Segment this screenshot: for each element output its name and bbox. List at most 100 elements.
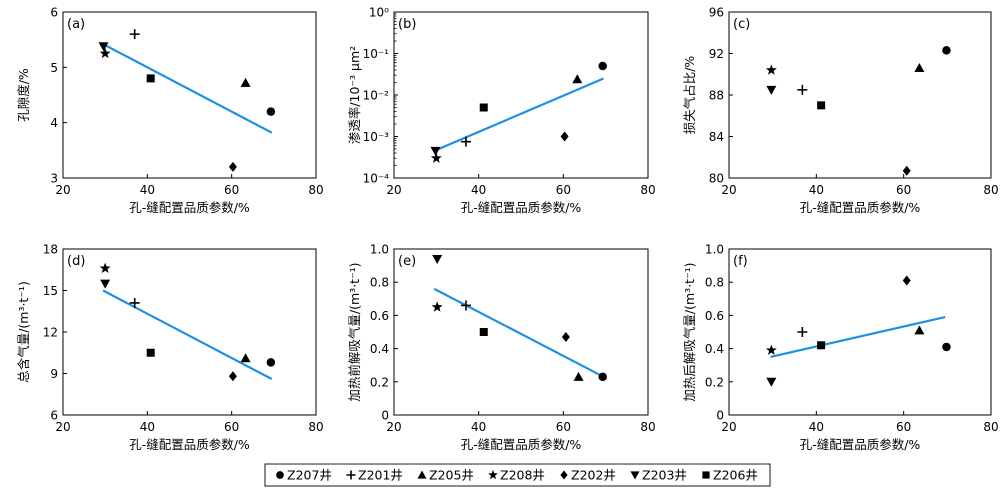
y-tick-label: 0.6 (705, 309, 724, 323)
y-tick-label: 88 (709, 89, 724, 103)
data-point-square (817, 101, 826, 110)
panel-label: (e) (398, 254, 416, 269)
legend-label: Z202井 (571, 468, 616, 483)
data-point-square (146, 348, 155, 357)
y-tick-label: 0.8 (370, 276, 389, 290)
legend-label: Z205井 (429, 468, 474, 483)
x-tick-label: 40 (471, 420, 486, 434)
data-point-diamond (560, 131, 569, 142)
legend-marker-triangle-up (417, 470, 427, 479)
panel-label: (d) (67, 254, 85, 269)
data-point-square (479, 328, 488, 336)
x-axis-label: 孔-缝配置品质参数/% (129, 200, 250, 215)
data-point-plus (129, 297, 140, 308)
x-axis-label: 孔-缝配置品质参数/% (800, 437, 921, 452)
data-point-star (430, 152, 442, 163)
data-point-circle (266, 107, 276, 116)
data-point-triangle-down (766, 85, 777, 95)
panel-label: (f) (733, 254, 748, 269)
legend-marker-plus (346, 470, 356, 480)
data-point-diamond (561, 331, 570, 342)
legend-item: Z202井 (560, 468, 616, 483)
data-point-triangle-down (430, 146, 441, 156)
x-tick-label: 60 (556, 183, 571, 197)
data-point-diamond (228, 161, 237, 172)
x-tick-label: 20 (721, 420, 736, 434)
plot-frame (393, 11, 649, 179)
x-tick-label: 80 (983, 183, 998, 197)
fit-line (433, 77, 604, 152)
y-tick-label: 1.0 (705, 243, 724, 257)
y-tick-label: 0.2 (370, 375, 389, 389)
data-point-star (99, 47, 111, 59)
y-axis-label: 加热后解吸气量/(m³·t⁻¹) (682, 262, 697, 401)
x-tick-label: 20 (721, 183, 736, 197)
y-tick-label: 9 (50, 367, 58, 381)
x-tick-label: 80 (983, 420, 998, 434)
data-point-star (765, 64, 777, 75)
data-point-triangle-up (914, 325, 925, 335)
plot-frame (728, 11, 992, 179)
y-tick-label: 4 (50, 116, 58, 130)
data-point-plus (460, 136, 471, 147)
x-tick-label: 60 (556, 420, 571, 434)
data-point-diamond (902, 165, 911, 176)
data-point-square (146, 74, 155, 83)
y-tick-label: 18 (43, 243, 58, 257)
y-tick-label: 6 (50, 6, 58, 20)
legend-label: Z208井 (500, 468, 545, 483)
y-tick-label: 0.4 (370, 342, 389, 356)
panel-label: (a) (67, 17, 85, 32)
x-tick-label: 40 (471, 183, 486, 197)
y-tick-label: 10⁻¹ (363, 47, 390, 61)
data-point-triangle-down (766, 377, 777, 387)
y-tick-label: 0.4 (705, 342, 724, 356)
data-point-diamond (228, 371, 237, 382)
y-tick-label: 92 (709, 47, 724, 61)
fit-line (770, 315, 946, 358)
legend-box (264, 463, 771, 487)
data-point-triangle-up (572, 74, 583, 84)
x-tick-label: 40 (140, 420, 155, 434)
x-axis-label: 孔-缝配置品质参数/% (461, 200, 582, 215)
y-axis-label: 总含气量/(m³·t⁻¹) (16, 281, 31, 383)
plot-frame (62, 248, 317, 416)
data-point-triangle-up (914, 63, 925, 73)
legend-item: Z207井 (276, 468, 332, 483)
legend-item: Z203井 (630, 468, 687, 483)
y-tick-label: 10⁻⁴ (363, 172, 390, 186)
data-point-triangle-up (240, 77, 251, 87)
data-point-triangle-up (240, 353, 251, 363)
x-tick-label: 20 (386, 183, 401, 197)
legend-item: Z201井 (346, 468, 403, 483)
y-tick-label: 96 (709, 6, 724, 20)
data-point-square (479, 103, 488, 112)
y-tick-label: 0.2 (705, 375, 724, 389)
y-tick-label: 0.6 (370, 309, 389, 323)
x-tick-label: 80 (308, 420, 323, 434)
legend-label: Z207井 (287, 468, 332, 483)
x-tick-label: 60 (224, 183, 239, 197)
y-tick-label: 0 (381, 409, 389, 423)
legend-marker-star (488, 469, 498, 480)
data-point-triangle-down (432, 254, 443, 264)
legend: Z207井 Z201井 Z205井 Z208井 Z202井 Z203井 Z206井 (264, 463, 771, 487)
data-point-circle (942, 46, 951, 55)
y-axis-label: 损失气占比/% (682, 56, 697, 135)
data-point-triangle-up (573, 371, 584, 381)
y-tick-label: 15 (43, 284, 58, 298)
plot-frame (393, 248, 649, 416)
x-tick-label: 20 (386, 420, 401, 434)
x-tick-label: 80 (308, 183, 323, 197)
legend-item: Z205井 (417, 468, 474, 483)
data-point-star (765, 344, 777, 355)
y-axis-label: 渗透率/10⁻³ μm² (347, 46, 362, 144)
legend-item: Z208井 (488, 468, 545, 483)
data-point-circle (598, 61, 607, 71)
x-tick-label: 80 (640, 420, 655, 434)
data-point-star (431, 301, 443, 312)
fit-line (433, 287, 605, 378)
data-point-plus (797, 84, 808, 95)
y-tick-label: 10⁻² (363, 89, 390, 103)
x-axis-label: 孔-缝配置品质参数/% (800, 200, 921, 215)
